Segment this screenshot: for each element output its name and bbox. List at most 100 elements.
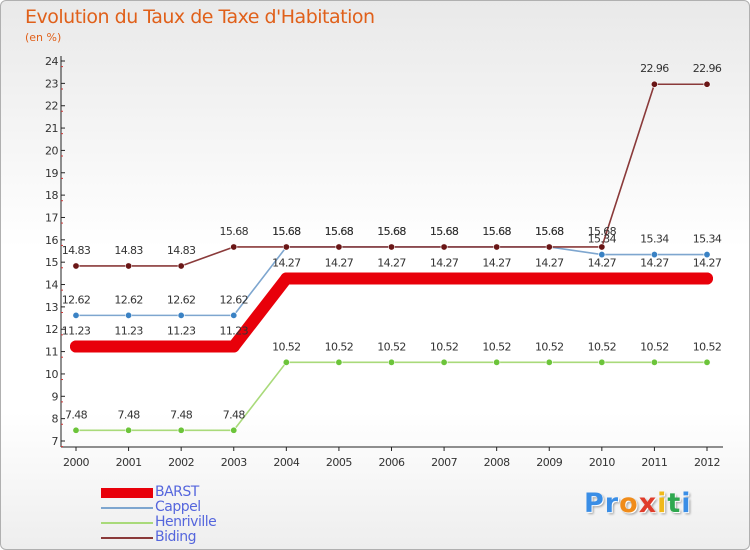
data-point	[650, 80, 658, 88]
chart-title: Evolution du Taux de Taxe d'Habitation	[25, 6, 375, 28]
data-point	[72, 311, 80, 319]
data-label: 11.23	[114, 324, 143, 337]
data-label: 7.48	[170, 408, 193, 421]
logo-letter: i	[657, 488, 668, 519]
data-label: 15.34	[693, 233, 722, 246]
data-label: 14.27	[325, 256, 354, 269]
data-point	[125, 426, 133, 434]
data-label: 14.27	[640, 256, 669, 269]
data-label: 10.52	[640, 340, 669, 353]
y-tick-label: 11	[45, 346, 58, 359]
data-point	[72, 262, 80, 270]
data-label: 15.68	[272, 225, 301, 238]
x-tick-label: 2004	[273, 456, 299, 469]
x-tick-label: 2011	[641, 456, 667, 469]
data-point	[175, 340, 188, 353]
data-point	[230, 426, 238, 434]
data-label: 14.83	[114, 244, 143, 257]
logo-letter: P	[584, 488, 605, 519]
y-tick-label: 22	[45, 100, 58, 113]
data-point	[122, 340, 135, 353]
legend-swatch	[101, 537, 153, 539]
y-tick-label: 17	[45, 211, 58, 224]
data-label: 12.62	[220, 293, 249, 306]
data-point	[125, 311, 133, 319]
data-point	[282, 358, 290, 366]
logo-letter: r	[604, 488, 620, 519]
data-point	[438, 272, 451, 285]
data-label: 11.23	[62, 324, 91, 337]
y-tick-label: 10	[45, 368, 58, 381]
y-tick-label: 13	[45, 301, 58, 314]
x-tick-label: 2001	[116, 456, 142, 469]
data-point	[703, 358, 711, 366]
data-label: 14.27	[588, 256, 617, 269]
data-label: 15.68	[377, 225, 406, 238]
data-point	[227, 340, 240, 353]
legend-label: Henriville	[155, 514, 217, 530]
y-tick-label: 19	[45, 167, 58, 180]
data-label: 15.34	[640, 233, 669, 246]
legend-label: Biding	[155, 529, 197, 545]
y-tick-label: 23	[45, 77, 58, 90]
data-point	[545, 243, 553, 251]
x-tick-label: 2005	[326, 456, 352, 469]
data-label: 15.68	[482, 225, 511, 238]
data-label: 10.52	[272, 340, 301, 353]
data-point	[125, 262, 133, 270]
data-label: 15.68	[325, 225, 354, 238]
proxiti-logo: Proxiti	[584, 488, 692, 519]
data-label: 15.68	[535, 225, 564, 238]
data-label: 10.52	[377, 340, 406, 353]
data-label: 12.62	[167, 293, 196, 306]
data-label: 15.68	[430, 225, 459, 238]
x-tick-label: 2003	[221, 456, 247, 469]
x-tick-label: 2002	[168, 456, 194, 469]
data-label: 14.83	[167, 244, 196, 257]
x-tick-label: 2000	[63, 456, 89, 469]
logo-letter: x	[638, 488, 658, 519]
data-label: 15.68	[325, 225, 354, 238]
data-label: 15.68	[272, 225, 301, 238]
data-label: 14.27	[377, 256, 406, 269]
data-point	[387, 358, 395, 366]
x-tick-label: 2008	[484, 456, 510, 469]
y-tick-label: 16	[45, 234, 58, 247]
data-label: 10.52	[482, 340, 511, 353]
x-tick-label: 2009	[536, 456, 562, 469]
data-point	[493, 358, 501, 366]
data-label: 10.52	[535, 340, 564, 353]
data-point	[177, 426, 185, 434]
data-point	[493, 243, 501, 251]
data-label: 12.62	[114, 293, 143, 306]
data-point	[703, 251, 711, 259]
data-label: 14.27	[482, 256, 511, 269]
data-point	[335, 243, 343, 251]
data-point	[230, 243, 238, 251]
data-label: 10.52	[693, 340, 722, 353]
logo-letter: i	[681, 488, 692, 519]
data-point	[385, 272, 398, 285]
y-tick-label: 8	[52, 413, 59, 426]
logo-letter: t	[667, 488, 682, 519]
data-point	[598, 251, 606, 259]
data-point	[335, 358, 343, 366]
data-point	[598, 358, 606, 366]
data-label: 11.23	[167, 324, 196, 337]
data-label: 10.52	[588, 340, 617, 353]
x-tick-label: 2007	[431, 456, 457, 469]
data-label: 22.96	[640, 62, 669, 75]
data-label: 12.62	[62, 293, 91, 306]
data-label: 10.52	[325, 340, 354, 353]
y-tick-label: 7	[52, 435, 59, 448]
y-tick-label: 21	[45, 122, 58, 135]
data-point	[177, 311, 185, 319]
data-label: 11.23	[220, 324, 249, 337]
data-point	[440, 358, 448, 366]
legend-label: Cappel	[155, 499, 201, 515]
data-label: 22.96	[693, 62, 722, 75]
data-point	[598, 243, 606, 251]
legend-label: BARST	[155, 484, 199, 500]
data-label: 7.48	[223, 408, 246, 421]
